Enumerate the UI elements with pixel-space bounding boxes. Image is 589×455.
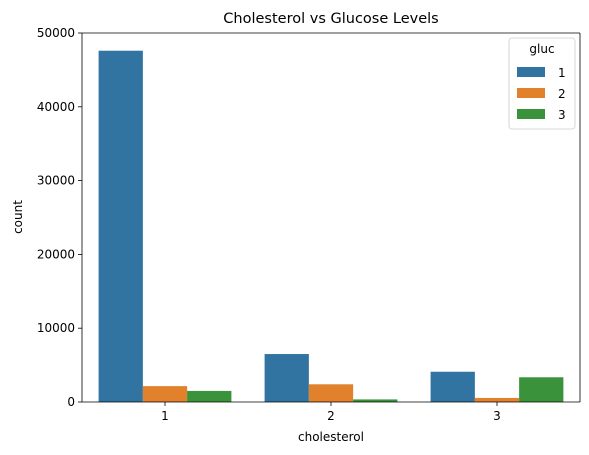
x-tick-label: 2: [327, 409, 335, 423]
legend-label-gluc-1: 1: [558, 66, 566, 80]
y-tick-label: 30000: [37, 174, 75, 188]
y-tick-label: 0: [67, 395, 75, 409]
bars-group: [98, 50, 564, 403]
y-tick-label: 40000: [37, 100, 75, 114]
y-tick-label: 10000: [37, 321, 75, 335]
bar-chol-2-gluc-1: [264, 354, 309, 402]
bar-chol-1-gluc-3: [187, 390, 232, 402]
bar-chol-2-gluc-3: [353, 399, 398, 402]
legend: gluc 1 2 3: [508, 37, 576, 130]
bar-chol-3-gluc-2: [474, 397, 520, 402]
bar-chol-1-gluc-2: [142, 386, 188, 402]
legend-label-gluc-2: 2: [558, 87, 566, 101]
bar-chol-3-gluc-3: [519, 377, 564, 402]
x-axis-label: cholesterol: [298, 430, 364, 444]
y-axis-label: count: [11, 200, 25, 234]
y-ticks-group: 0 10000 20000 30000 40000 50000: [37, 26, 82, 409]
bar-chol-1-gluc-1: [98, 50, 143, 403]
y-tick-label: 20000: [37, 247, 75, 261]
x-tick-label: 1: [161, 409, 169, 423]
legend-title: gluc: [529, 42, 554, 56]
y-tick-label: 50000: [37, 26, 75, 40]
legend-label-gluc-3: 3: [558, 108, 566, 122]
x-ticks-group: 1 2 3: [161, 402, 501, 423]
legend-frame: [508, 37, 576, 130]
x-tick-label: 3: [493, 409, 501, 423]
legend-swatch-gluc-1: [517, 67, 545, 77]
bar-chol-3-gluc-1: [430, 371, 475, 402]
bar-chol-2-gluc-2: [308, 384, 354, 402]
legend-entries: 1 2 3: [517, 66, 566, 122]
legend-swatch-gluc-2: [517, 88, 545, 98]
legend-swatch-gluc-3: [517, 109, 545, 119]
chart-title: Cholesterol vs Glucose Levels: [223, 11, 438, 27]
